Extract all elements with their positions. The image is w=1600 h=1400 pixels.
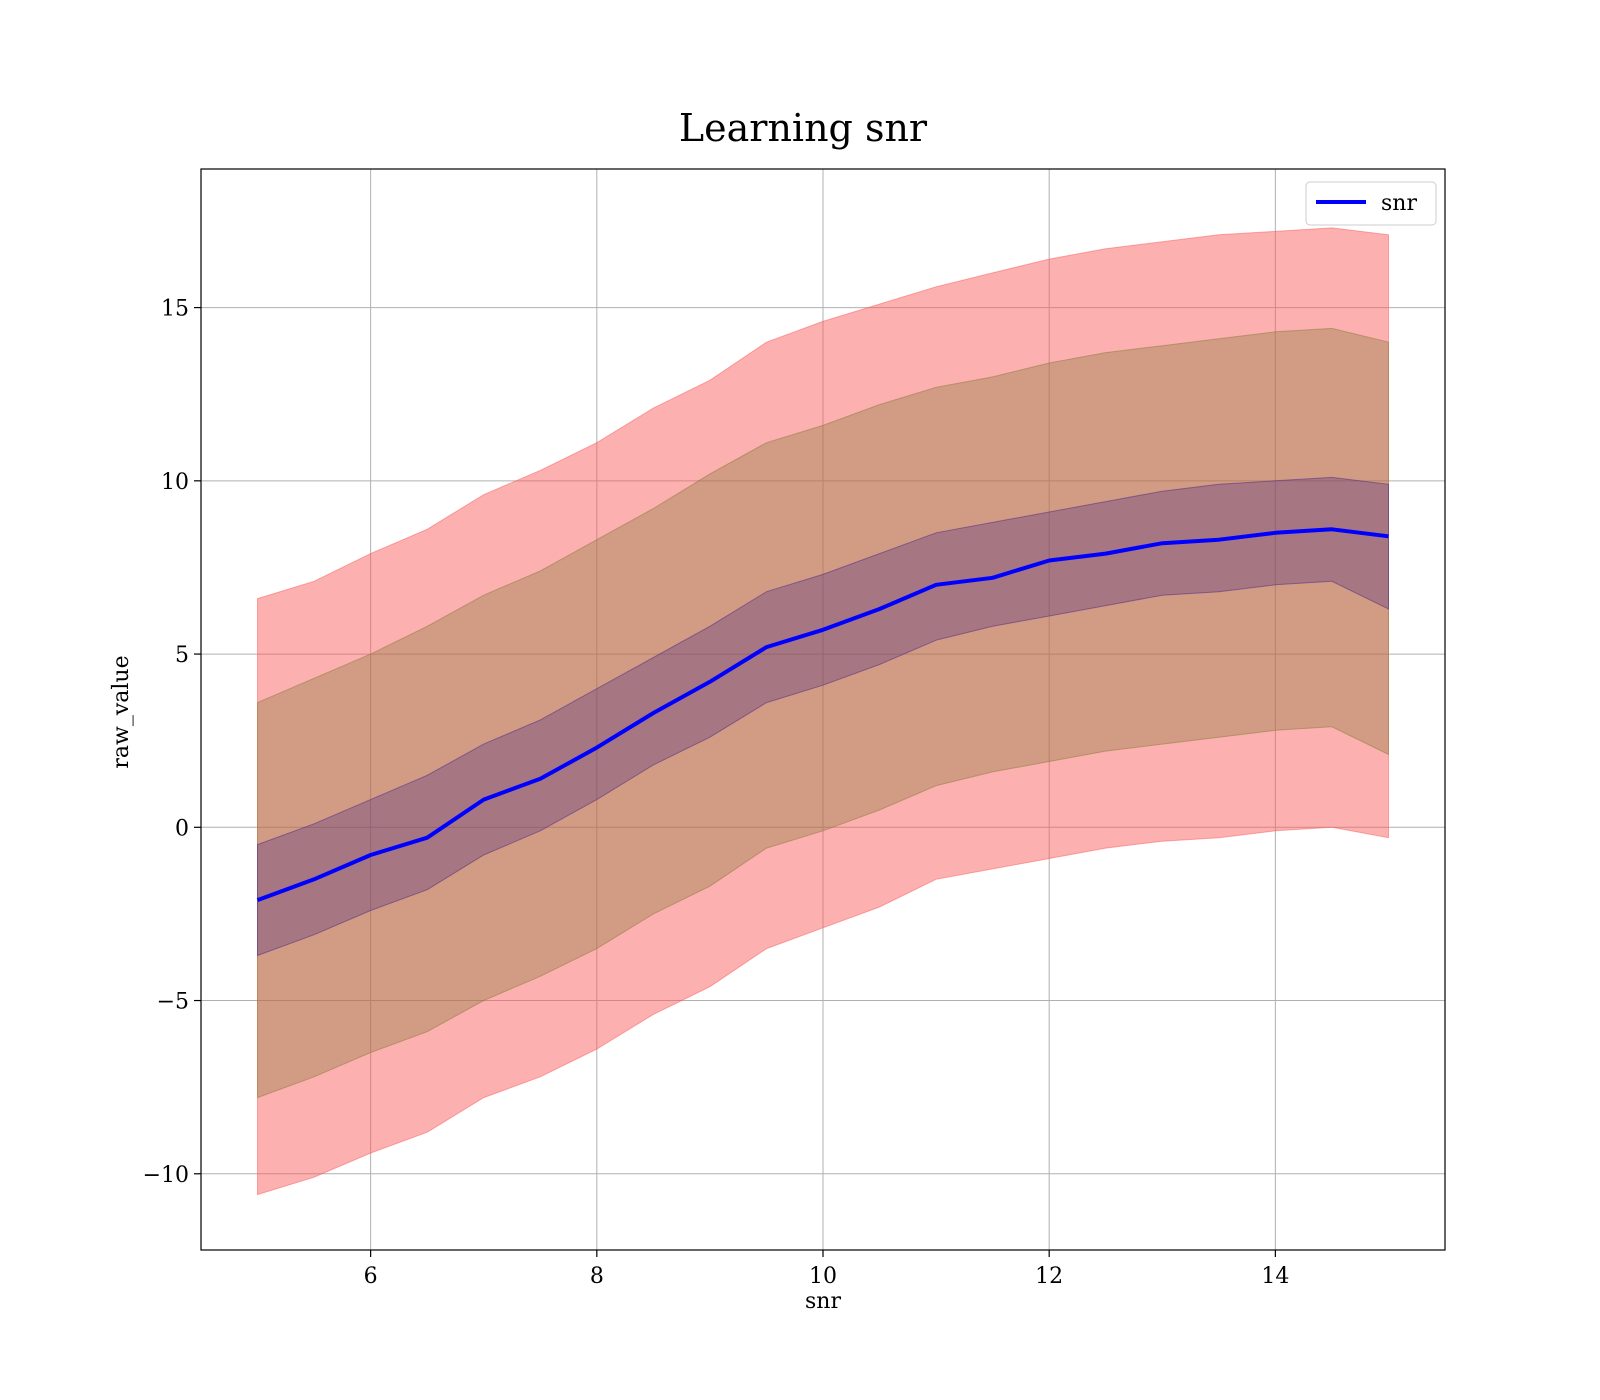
band-1 — [257, 227, 1389, 1196]
x-tick-label: 10 — [809, 1264, 837, 1289]
band-group — [257, 227, 1389, 1196]
x-tick-label: 14 — [1261, 1264, 1289, 1289]
band-3 — [257, 476, 1389, 957]
legend: snr — [1305, 181, 1437, 226]
legend-label: snr — [1381, 191, 1417, 216]
series-line-snr — [256, 527, 1389, 902]
y-tick-label: −10 — [143, 1163, 189, 1188]
y-tick-label: 5 — [175, 643, 189, 668]
y-axis: −10 −5 0 5 10 15 — [143, 297, 201, 1188]
x-tick-label: 8 — [590, 1264, 604, 1289]
x-axis-label: snr — [805, 1289, 841, 1314]
band-2 — [257, 327, 1389, 1099]
x-tick-label: 6 — [364, 1264, 378, 1289]
x-tick-label: 12 — [1035, 1264, 1063, 1289]
grid — [201, 169, 1445, 1250]
series-group — [256, 527, 1389, 902]
x-axis: 6 8 10 12 14 — [364, 1250, 1289, 1289]
legend-box — [1305, 181, 1437, 226]
y-tick-label: 10 — [161, 470, 189, 495]
y-tick-label: 15 — [161, 297, 189, 322]
chart-title: Learning snr — [679, 106, 928, 150]
y-tick-label: −5 — [157, 990, 189, 1015]
y-tick-label: 0 — [175, 816, 189, 841]
y-axis-label: raw_value — [109, 655, 134, 768]
